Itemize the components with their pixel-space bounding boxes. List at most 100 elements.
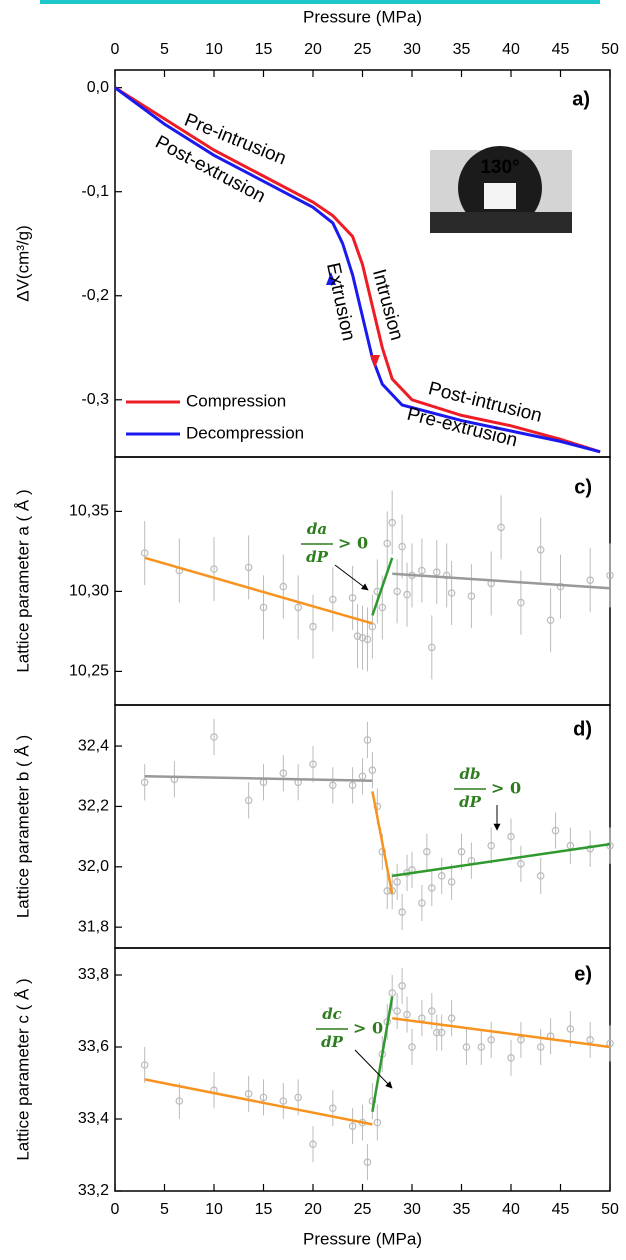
data-point (363, 736, 372, 744)
data-point (383, 539, 392, 548)
y-tick-label: 31,8 (78, 918, 109, 935)
data-point (536, 872, 545, 880)
series-line (114, 86, 601, 454)
data-point (259, 603, 268, 612)
data-point (437, 1028, 446, 1037)
y-axis-title: Lattice parameter b ( Å ) (13, 735, 32, 918)
fraction-denominator: dP (459, 793, 481, 811)
data-point (244, 563, 253, 572)
y-tick-label: 32,2 (78, 798, 109, 815)
data-point (507, 832, 515, 841)
x-tick-label: 25 (354, 1201, 372, 1218)
y-tick-label: 0,0 (87, 79, 109, 96)
data-point (393, 878, 401, 886)
data-point (447, 589, 456, 597)
fit-line (371, 791, 394, 895)
fit-line (392, 1016, 611, 1049)
data-point (363, 635, 372, 644)
plot-frame (114, 947, 611, 1192)
data-point (403, 1010, 411, 1019)
data-point (546, 616, 555, 625)
data-point (497, 523, 505, 532)
y-tick-label: 33,4 (78, 1110, 109, 1127)
data-point (467, 592, 476, 601)
y-tick-label: 32,4 (78, 737, 109, 754)
fraction-numerator: da (307, 520, 327, 538)
panel-label: d) (573, 718, 592, 740)
fit-line (144, 556, 373, 625)
data-point (447, 878, 456, 886)
fraction-denominator: dP (321, 1033, 343, 1051)
data-point (309, 1140, 317, 1149)
data-point (140, 1061, 149, 1069)
x-tick-label: 40 (502, 41, 520, 58)
data-point (309, 760, 317, 768)
data-point (427, 1007, 436, 1015)
fraction-numerator: db (460, 765, 481, 783)
data-point (368, 766, 377, 775)
y-tick-label: -0,3 (81, 391, 109, 408)
data-point (140, 778, 149, 787)
data-point (432, 1028, 441, 1037)
data-point (393, 1007, 401, 1015)
direction-arrow (326, 272, 336, 285)
data-point (517, 598, 525, 607)
panel-label: e) (574, 963, 592, 985)
fit-line (144, 774, 373, 783)
x-tick-label: 45 (552, 1201, 570, 1218)
data-point (175, 1097, 184, 1105)
fraction-relation: > 0 (338, 534, 368, 553)
fraction-relation: > 0 (353, 1019, 383, 1038)
data-point (423, 847, 431, 856)
x-tick-label: 20 (304, 1201, 322, 1218)
data-point (353, 632, 362, 641)
pointer-arrow (334, 564, 369, 591)
data-point (368, 1097, 377, 1105)
x-tick-label: 10 (205, 41, 223, 58)
data-point (551, 826, 560, 835)
data-point (244, 1090, 253, 1098)
data-point (358, 633, 367, 642)
data-point (328, 595, 337, 604)
data-point (586, 1036, 595, 1044)
fit-line (392, 572, 611, 590)
x-axis-title: Pressure (MPa) (303, 7, 422, 26)
data-point (259, 1093, 268, 1102)
data-point (408, 1043, 416, 1051)
x-tick-label: 0 (111, 41, 120, 58)
data-point (348, 593, 357, 602)
data-point (507, 1054, 515, 1062)
data-point (427, 884, 436, 892)
plot-frame (114, 704, 611, 949)
data-point (210, 733, 218, 741)
y-tick-label: 10,25 (69, 663, 109, 680)
direction-arrow (370, 355, 380, 368)
y-axis-title: ΔV(cm³/g) (13, 225, 32, 302)
data-point (517, 859, 525, 868)
y-tick-label: 32,0 (78, 858, 109, 875)
y-tick-label: -0,1 (81, 183, 109, 200)
data-point (462, 1043, 471, 1051)
data-point (398, 542, 406, 551)
y-tick-label: 10,35 (69, 503, 109, 520)
data-point (388, 989, 397, 997)
data-point (309, 622, 317, 631)
x-tick-label: 10 (205, 1201, 223, 1218)
panel-label: c) (574, 476, 592, 498)
x-tick-label: 50 (601, 1201, 619, 1218)
data-point (403, 590, 411, 599)
data-point (427, 643, 436, 652)
panel-label: a) (572, 88, 590, 110)
x-tick-label: 30 (403, 1201, 421, 1218)
x-tick-label: 50 (601, 41, 619, 58)
data-point (244, 796, 253, 805)
x-tick-label: 5 (160, 1201, 169, 1218)
x-tick-label: 15 (255, 1201, 273, 1218)
series-line (114, 86, 601, 454)
data-point (294, 1093, 302, 1102)
x-tick-label: 25 (354, 41, 372, 58)
fraction-relation: > 0 (491, 779, 521, 798)
annotation: 130° (480, 157, 519, 178)
data-point (328, 781, 337, 790)
